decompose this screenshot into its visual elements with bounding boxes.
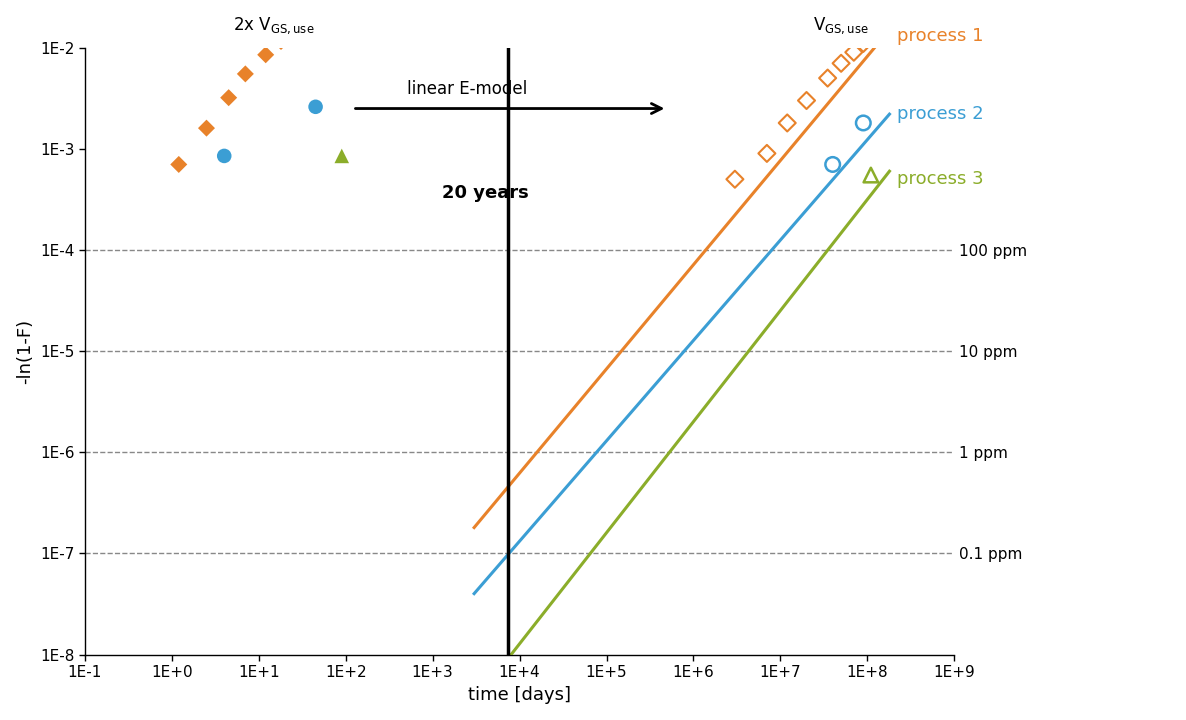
Y-axis label: -ln(1-F): -ln(1-F) [17, 318, 34, 384]
Point [854, 117, 873, 129]
Point [861, 169, 880, 181]
Text: process 2: process 2 [897, 105, 983, 123]
Point [310, 30, 329, 41]
Point [325, 27, 344, 39]
Point [272, 36, 291, 48]
Point [797, 95, 816, 107]
Point [823, 158, 842, 170]
Point [197, 122, 216, 134]
Point [170, 158, 189, 170]
Point [865, 27, 884, 39]
Point [236, 68, 255, 80]
Point [215, 150, 234, 162]
Text: 20 years: 20 years [441, 184, 529, 202]
X-axis label: time [days]: time [days] [468, 685, 572, 703]
Point [332, 150, 351, 162]
Point [854, 37, 873, 49]
Point [306, 101, 325, 112]
Text: process 3: process 3 [897, 170, 983, 188]
Point [844, 47, 863, 58]
Text: 2x V$_{\mathregular{GS,use}}$: 2x V$_{\mathregular{GS,use}}$ [234, 16, 315, 36]
Point [219, 92, 238, 104]
Point [873, 21, 892, 32]
Text: process 1: process 1 [897, 27, 983, 45]
Point [818, 72, 837, 84]
Point [778, 117, 797, 129]
Point [758, 148, 777, 159]
Point [291, 30, 310, 42]
Text: V$_{\mathregular{GS,use}}$: V$_{\mathregular{GS,use}}$ [814, 16, 869, 36]
Point [831, 58, 850, 69]
Text: linear E-model: linear E-model [407, 80, 528, 98]
Point [256, 49, 275, 60]
Point [726, 174, 745, 185]
